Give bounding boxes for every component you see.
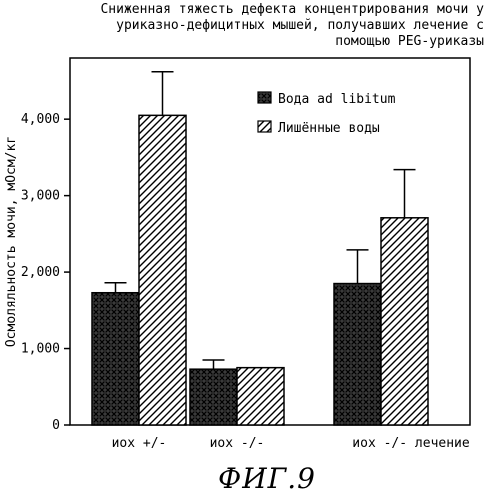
y-axis-label: Осмоляльность мочи, мОсм/кг xyxy=(4,136,19,347)
bar-water-0 xyxy=(92,293,139,425)
y-tick-label: 2,000 xyxy=(21,265,60,280)
bar-water-2 xyxy=(334,284,381,425)
legend-swatch-1 xyxy=(258,121,271,132)
y-tick-label: 3,000 xyxy=(21,189,60,204)
x-tick-label-2: иох -/- лечение xyxy=(352,436,470,451)
legend-label-1: Лишённые воды xyxy=(278,121,380,136)
x-tick-label-1: иох -/- xyxy=(210,436,265,451)
bar-deprived-0 xyxy=(139,115,186,425)
bar-water-1 xyxy=(190,369,237,425)
figure-label: ФИГ.9 xyxy=(218,462,316,495)
legend-label-0: Вода ad libitum xyxy=(278,92,396,107)
legend-swatch-0 xyxy=(258,92,271,103)
x-tick-label-0: иох +/- xyxy=(112,436,167,451)
y-tick-label: 1,000 xyxy=(21,342,60,357)
bar-deprived-1 xyxy=(237,368,284,425)
y-tick-label: 0 xyxy=(52,418,60,433)
bar-deprived-2 xyxy=(381,218,428,425)
y-tick-label: 4,000 xyxy=(21,112,60,127)
